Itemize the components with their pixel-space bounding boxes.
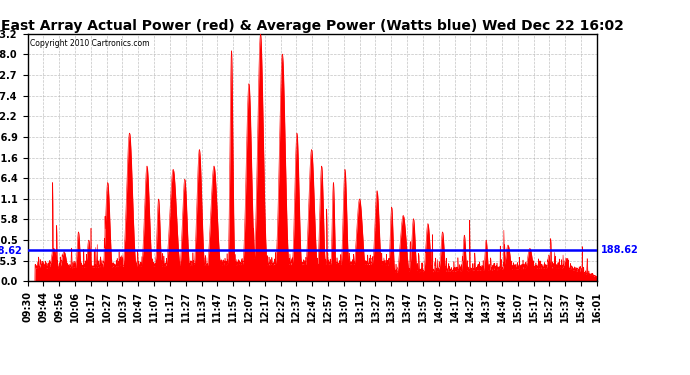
Text: Copyright 2010 Cartronics.com: Copyright 2010 Cartronics.com	[30, 39, 150, 48]
Text: 188.62: 188.62	[601, 245, 639, 255]
Title: East Array Actual Power (red) & Average Power (Watts blue) Wed Dec 22 16:02: East Array Actual Power (red) & Average …	[1, 19, 624, 33]
